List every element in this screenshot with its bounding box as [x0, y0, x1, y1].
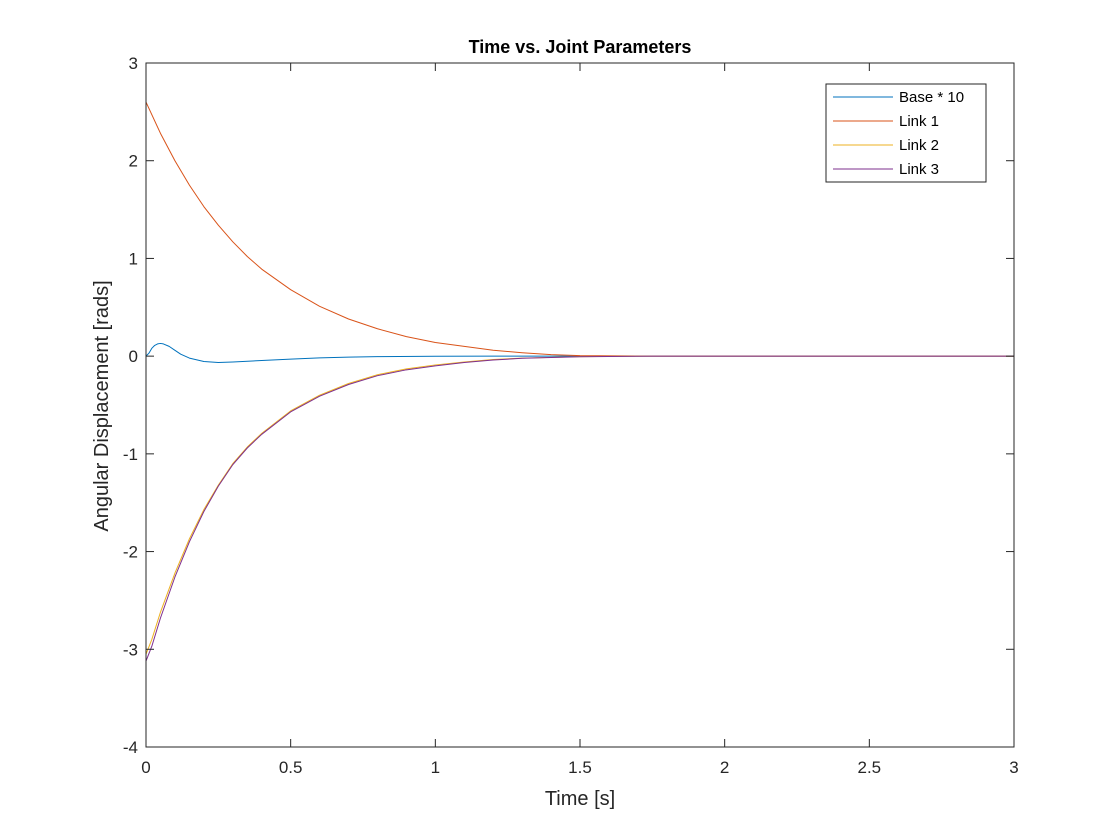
x-axis-label: Time [s]: [545, 788, 615, 810]
legend-label: Link 2: [899, 137, 939, 154]
x-tick-label: 1.5: [568, 758, 592, 777]
x-tick-label: 2: [720, 758, 729, 777]
x-tick-label: 1: [431, 758, 440, 777]
legend-label: Link 1: [899, 113, 939, 130]
legend-box: [825, 83, 987, 183]
y-axis-ticks: -4 -3 -2 -1 0 1 2 3: [123, 54, 1014, 757]
y-tick-label: -2: [123, 543, 138, 562]
y-tick-label: -3: [123, 640, 138, 659]
y-tick-label: -4: [123, 738, 138, 757]
legend-label: Base * 10: [899, 89, 964, 106]
legend-entries: Base * 10 Link 1 Link 2 Link 3: [833, 89, 964, 178]
x-tick-label: 3: [1009, 758, 1018, 777]
series-layer: [145, 101, 1014, 662]
x-tick-label: 0: [141, 758, 150, 777]
y-tick-label: -1: [123, 445, 138, 464]
series-line-1: [145, 342, 1014, 363]
x-axis-ticks: 0 0.5 1 1.5 2 2.5 3: [141, 63, 1019, 777]
legend: Base * 10 Link 1 Link 2 Link 3: [825, 83, 987, 183]
y-tick-label: 1: [129, 249, 138, 268]
series-line-4: [145, 355, 1014, 662]
legend-label: Link 3: [899, 161, 939, 178]
chart-title: Time vs. Joint Parameters: [469, 37, 692, 57]
x-tick-label: 0.5: [279, 758, 303, 777]
y-tick-label: 0: [129, 347, 138, 366]
x-tick-label: 2.5: [858, 758, 882, 777]
series-line-2: [145, 101, 1014, 357]
y-tick-label: 2: [129, 152, 138, 171]
y-axis-label: Angular Displacement [rads]: [91, 280, 113, 531]
y-tick-label: 3: [129, 54, 138, 73]
